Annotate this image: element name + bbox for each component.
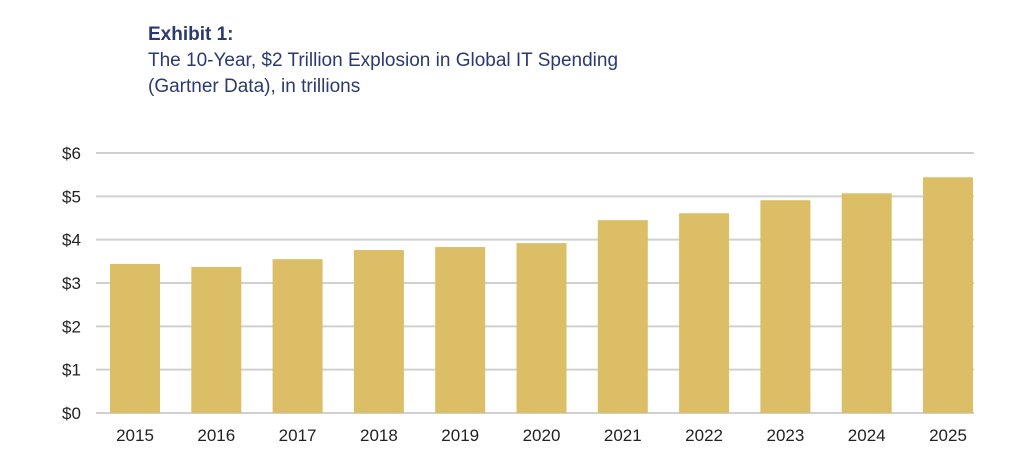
y-tick-label: $3 — [62, 274, 81, 293]
x-tick-label: 2025 — [929, 426, 967, 445]
chart-subtitle-line-2: (Gartner Data), in trillions — [148, 76, 361, 97]
x-tick-label: 2024 — [848, 426, 886, 445]
x-tick-label: 2020 — [523, 426, 561, 445]
y-tick-label: $5 — [62, 187, 81, 206]
bar-2024 — [841, 193, 892, 413]
bar-2022 — [679, 213, 730, 413]
bar-2016 — [191, 266, 242, 413]
bar-2015 — [110, 263, 160, 413]
x-tick-label: 2019 — [441, 426, 479, 445]
x-tick-label: 2021 — [604, 426, 642, 445]
exhibit-label: Exhibit 1: — [148, 24, 234, 45]
y-tick-label: $0 — [62, 404, 81, 423]
x-axis-ticks: 2015 2016 2017 2018 2019 2020 2021 2022 2023 2024… — [116, 426, 967, 445]
y-tick-label: $4 — [62, 231, 81, 250]
y-axis-ticks: $0 $1 $2 $3 $4 $5 $6 — [62, 144, 81, 423]
y-tick-label: $6 — [62, 144, 81, 163]
bar-2025 — [923, 177, 973, 413]
chart-title-block: Exhibit 1: The 10-Year, $2 Trillion Expl… — [148, 22, 618, 100]
x-tick-label: 2018 — [360, 426, 398, 445]
bar-2021 — [597, 220, 648, 413]
x-tick-label: 2017 — [279, 426, 317, 445]
bars — [110, 177, 973, 413]
x-tick-label: 2016 — [197, 426, 235, 445]
bar-2018 — [353, 250, 404, 413]
y-tick-label: $2 — [62, 317, 81, 336]
x-tick-label: 2023 — [766, 426, 804, 445]
bar-2023 — [760, 200, 811, 413]
y-tick-label: $1 — [62, 361, 81, 380]
x-tick-label: 2022 — [685, 426, 723, 445]
bar-2017 — [272, 259, 323, 413]
chart-subtitle-line-1: The 10-Year, $2 Trillion Explosion in Gl… — [148, 50, 619, 71]
x-tick-label: 2015 — [116, 426, 154, 445]
bar-2020 — [516, 243, 567, 413]
bar-2019 — [435, 247, 486, 413]
